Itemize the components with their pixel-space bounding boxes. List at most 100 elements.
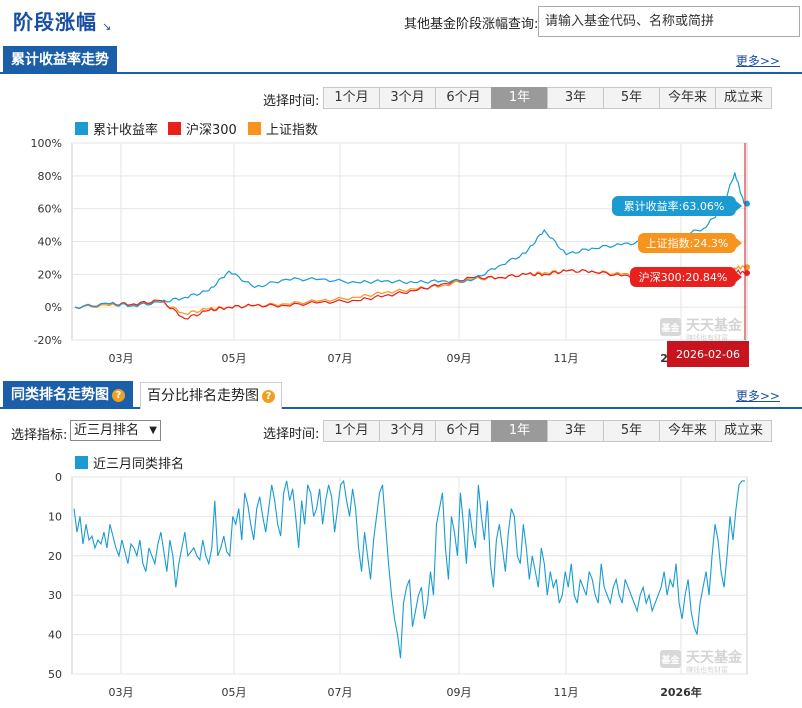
date-badge	[667, 341, 749, 367]
legend-item-rank[interactable]: 近三月同类排名	[75, 453, 184, 472]
legend-label: 近三月同类排名	[93, 457, 185, 472]
tooltip-pointer	[736, 272, 742, 282]
tooltip-text: 沪深300:20.84%	[639, 270, 728, 284]
x-tick-label: 09月	[447, 352, 472, 365]
y-tick-label: 0	[55, 471, 62, 484]
time-button[interactable]: 3年	[547, 420, 604, 442]
tooltip-box	[638, 233, 736, 253]
rank-indicator-select[interactable]: 近三月排名 ▼	[70, 420, 161, 441]
watermark-badge-text: 基金	[660, 322, 680, 334]
x-tick-label: 07月	[328, 686, 353, 699]
legend-item-hs300[interactable]: 沪深300	[168, 119, 237, 138]
time-button[interactable]: 1个月	[323, 87, 380, 109]
watermark-slogan: 赚钱也有财富	[686, 665, 728, 674]
rank-indicator-label: 选择指标:	[11, 428, 68, 443]
return-trend-section-header: 累计收益率走势 更多>>	[0, 46, 802, 74]
time-selector-label: 选择时间:	[263, 427, 320, 442]
help-icon[interactable]: ?	[262, 390, 275, 403]
tab-percentile-rank-label: 百分比排名走势图	[147, 388, 259, 404]
tooltip-pointer	[736, 238, 742, 248]
time-button[interactable]: 5年	[603, 420, 660, 442]
y-tick-label: 10	[48, 510, 62, 523]
x-tick-label: 03月	[109, 352, 134, 365]
tab-peer-rank-label: 同类排名走势图	[11, 387, 109, 403]
watermark-badge	[660, 650, 681, 668]
y-tick-label: 20	[48, 550, 62, 563]
legend-item-sse[interactable]: 上证指数	[248, 119, 318, 138]
more-link[interactable]: 更多>>	[735, 389, 780, 403]
time-button-group: 1个月 3个月 6个月 1年 3年 5年 今年来 成立来	[323, 87, 772, 109]
y-tick-label: 60%	[38, 203, 62, 216]
legend-item-cumulative[interactable]: 累计收益率	[75, 119, 158, 138]
page-title: 阶段涨幅	[13, 10, 97, 34]
watermark-badge-text: 基金	[660, 654, 680, 666]
watermark-slogan: 赚钱也有财富	[686, 333, 728, 342]
time-button[interactable]: 1年	[491, 87, 548, 109]
time-button[interactable]: 成立来	[715, 87, 772, 109]
time-button[interactable]: 今年来	[659, 87, 716, 109]
y-tick-label: 50	[48, 668, 62, 681]
x-tick-label: 2026年	[660, 685, 702, 699]
time-button[interactable]: 6个月	[435, 420, 492, 442]
plot-area	[71, 476, 748, 675]
page-header: 阶段涨幅 ↘ 其他基金阶段涨幅查询:	[0, 0, 802, 44]
time-button[interactable]: 3年	[547, 87, 604, 109]
legend-label: 沪深300	[186, 123, 237, 138]
tooltip-text: 上证指数:24.3%	[646, 236, 729, 250]
title-arrow-icon[interactable]: ↘	[102, 20, 112, 33]
peer-rank-chart[interactable]: 0 10 20 30 40 50 03月 05月 07月 09月 11月 2026年 基金 天天基金赚钱也…	[0, 468, 802, 708]
tab-cumulative-return[interactable]: 累计收益率走势	[3, 46, 117, 74]
legend-swatch	[75, 122, 88, 135]
y-tick-label: 40%	[38, 236, 62, 249]
legend-swatch	[168, 122, 181, 135]
time-button[interactable]: 5年	[603, 87, 660, 109]
more-link[interactable]: 更多>>	[735, 54, 780, 68]
rank-select-value: 近三月排名	[74, 423, 140, 438]
time-selector-label: 选择时间:	[263, 94, 320, 109]
tooltip-box	[630, 267, 736, 287]
legend-swatch	[248, 122, 261, 135]
time-button[interactable]: 1年	[491, 420, 548, 442]
y-tick-label: 40	[48, 629, 62, 642]
fund-search-input[interactable]	[538, 6, 800, 37]
x-tick-label: 05月	[222, 686, 247, 699]
time-button[interactable]: 3个月	[379, 420, 436, 442]
tooltip-pointer	[736, 201, 742, 211]
y-tick-label: 30	[48, 589, 62, 602]
x-tick-label: 11月	[554, 686, 579, 699]
series-line-rank	[73, 479, 745, 659]
time-button-group: 1个月 3个月 6个月 1年 3年 5年 今年来 成立来	[323, 420, 772, 442]
time-button[interactable]: 1个月	[323, 420, 380, 442]
watermark-badge	[660, 318, 681, 336]
legend-swatch	[75, 456, 88, 469]
x-tick-label: 07月	[328, 352, 353, 365]
help-icon[interactable]: ?	[112, 389, 125, 402]
legend-label: 累计收益率	[93, 123, 159, 138]
date-badge-text: 2026-02-06	[676, 348, 740, 361]
time-selector: 选择时间: 1个月 3个月 6个月 1年 3年 5年 今年来 成立来	[0, 420, 802, 442]
time-button[interactable]: 3个月	[379, 87, 436, 109]
fund-query-label: 其他基金阶段涨幅查询:	[404, 17, 539, 32]
x-tick-label: 03月	[109, 686, 134, 699]
watermark-logo: 天天基金	[686, 649, 743, 666]
time-button[interactable]: 成立来	[715, 420, 772, 442]
y-tick-label: 100%	[31, 137, 62, 150]
watermark-logo: 天天基金	[686, 317, 743, 334]
y-tick-label: 80%	[38, 170, 62, 183]
time-selector: 选择时间: 1个月 3个月 6个月 1年 3年 5年 今年来 成立来	[0, 87, 802, 109]
tooltip-box	[612, 196, 736, 216]
time-button[interactable]: 6个月	[435, 87, 492, 109]
y-tick-label: 0%	[45, 301, 62, 314]
y-tick-label: -20%	[34, 334, 62, 347]
cumulative-return-chart[interactable]: 100% 80% 60% 40% 20% 0% -20% 03月 05月 07月 09月 11月 202…	[0, 135, 802, 370]
x-tick-label: 09月	[447, 686, 472, 699]
tooltip-text: 累计收益率:63.06%	[624, 199, 725, 213]
rank-trend-section-header: 同类排名走势图? 百分比排名走势图? 更多>>	[0, 381, 802, 409]
time-button[interactable]: 今年来	[659, 420, 716, 442]
x-tick-label: 11月	[554, 352, 579, 365]
y-tick-label: 20%	[38, 268, 62, 281]
tab-peer-rank[interactable]: 同类排名走势图?	[3, 381, 133, 409]
x-tick-label: 05月	[222, 352, 247, 365]
legend-label: 上证指数	[266, 123, 319, 138]
tab-percentile-rank[interactable]: 百分比排名走势图?	[140, 382, 282, 409]
